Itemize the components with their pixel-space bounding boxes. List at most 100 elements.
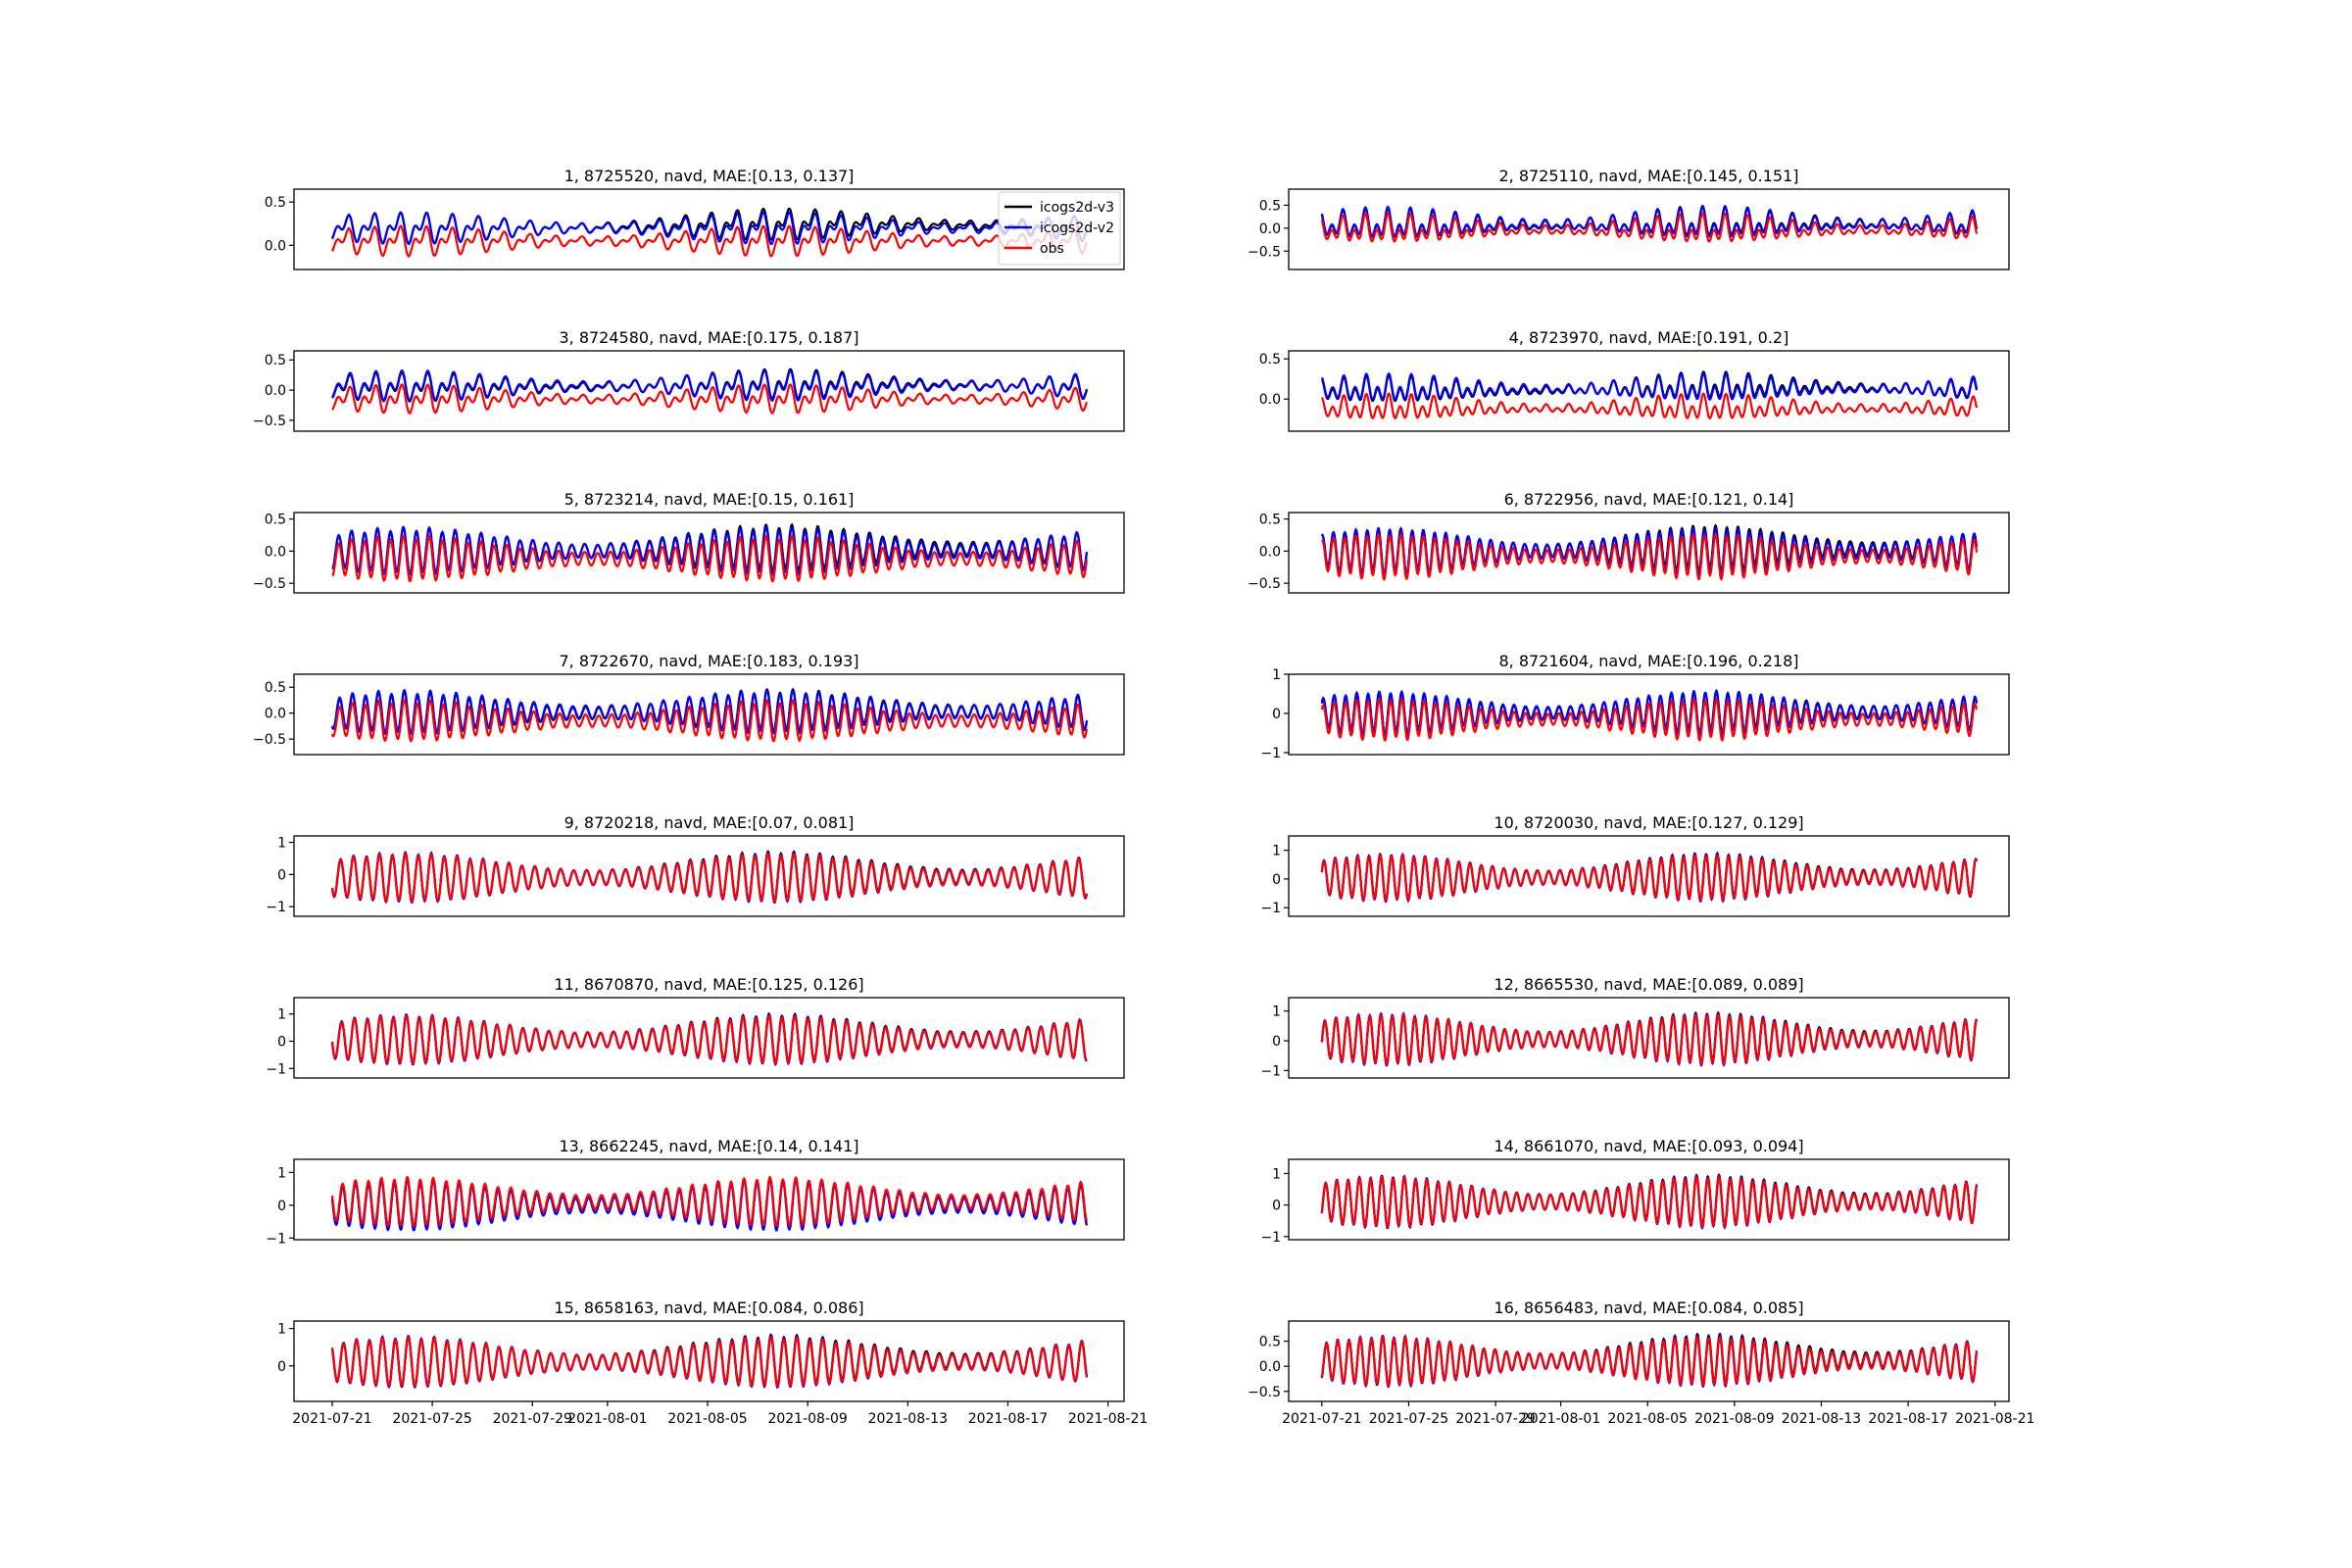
series-obs [331, 224, 1088, 258]
axes-frame [293, 350, 1125, 432]
x-tick-label: 2021-08-21 [1068, 1411, 1148, 1427]
y-tick-label: 0.0 [265, 707, 286, 722]
y-tick-label: 1 [277, 836, 286, 852]
series-obs [1320, 1012, 1978, 1066]
series-group [330, 207, 1088, 258]
y-tick-label: 0 [1272, 872, 1281, 888]
y-tick-label: 0.5 [1259, 352, 1281, 368]
y-tick-label: −0.5 [1248, 244, 1281, 260]
x-tick-label: 2021-07-21 [292, 1411, 371, 1427]
axes-frame [1288, 835, 2010, 917]
series-obs [330, 852, 1088, 904]
x-tick-label: 2021-08-05 [667, 1411, 747, 1427]
series-icogs2d-v2 [1320, 205, 1978, 238]
panel-title: 13, 8662245, navd, MAE:[0.14, 0.141] [559, 1137, 858, 1155]
y-tick-label: −0.5 [1248, 576, 1281, 592]
series-obs [330, 1175, 1088, 1228]
y-tick-label: 0.5 [1259, 513, 1281, 528]
series-group [1320, 1173, 1978, 1230]
y-tick-label: 0.5 [1259, 1335, 1281, 1350]
x-tick-label: 2021-07-21 [1282, 1411, 1361, 1427]
series-obs [331, 383, 1088, 415]
y-tick-label: −1 [266, 1231, 286, 1247]
y-tick-label: 0.5 [265, 195, 286, 211]
panel-2: 2, 8725110, navd, MAE:[0.145, 0.151] −0.5… [1248, 167, 2010, 270]
panels: 1, 8725520, navd, MAE:[0.13, 0.137] 0.0 0.… [253, 167, 2034, 1427]
panel-title: 12, 8665530, navd, MAE:[0.089, 0.089] [1494, 975, 1803, 994]
series-group [330, 1011, 1088, 1066]
series-group [1320, 689, 1978, 743]
y-tick-label: 1 [1272, 667, 1281, 683]
series-obs [331, 534, 1088, 583]
panel-8: 8, 8721604, navd, MAE:[0.196, 0.218] −1 0 1 [1260, 652, 2010, 761]
series-group [1320, 1010, 1978, 1067]
panel-9: 9, 8720218, navd, MAE:[0.07, 0.081] −1 0 1 [266, 813, 1125, 917]
panel-15: 15, 8658163, navd, MAE:[0.084, 0.086] 0 1 2… [277, 1298, 1148, 1427]
panel-title: 2, 8725110, navd, MAE:[0.145, 0.151] [1498, 167, 1798, 185]
y-tick-label: 0.0 [1259, 1359, 1281, 1375]
x-tick-label: 2021-08-17 [1868, 1411, 1947, 1427]
y-tick-label: −0.5 [253, 414, 286, 429]
axes-frame [1288, 1158, 2010, 1241]
series-group [331, 522, 1088, 583]
legend-label: icogs2d-v3 [1040, 200, 1114, 216]
series-obs [1320, 853, 1978, 903]
panel-title: 10, 8720030, navd, MAE:[0.127, 0.129] [1494, 813, 1803, 832]
series-group [330, 687, 1088, 743]
panel-12: 12, 8665530, navd, MAE:[0.089, 0.089] −1 0… [1260, 975, 2010, 1079]
y-tick-label: 0 [277, 1359, 286, 1375]
x-tick-label: 2021-08-09 [767, 1411, 847, 1427]
series-group [330, 1333, 1088, 1390]
x-tick-label: 2021-08-05 [1608, 1411, 1688, 1427]
x-tick-label: 2021-08-13 [1782, 1411, 1861, 1427]
y-tick-label: −1 [1260, 746, 1281, 761]
panel-11: 11, 8670870, navd, MAE:[0.125, 0.126] −1 0… [266, 975, 1125, 1079]
series-obs [1320, 392, 1978, 420]
panel-title: 4, 8723970, navd, MAE:[0.191, 0.2] [1509, 328, 1789, 347]
y-tick-label: 0.5 [265, 680, 286, 696]
panel-title: 1, 8725520, navd, MAE:[0.13, 0.137] [564, 167, 855, 185]
panel-3: 3, 8724580, navd, MAE:[0.175, 0.187] −0.5… [253, 328, 1125, 432]
y-tick-label: 0 [277, 1034, 286, 1050]
panel-7: 7, 8722670, navd, MAE:[0.183, 0.193] −0.5… [253, 652, 1125, 756]
axes-frame [1288, 512, 2010, 594]
panel-title: 5, 8723214, navd, MAE:[0.15, 0.161] [564, 490, 855, 509]
panel-13: 13, 8662245, navd, MAE:[0.14, 0.141] −1 0 1 [266, 1137, 1125, 1247]
legend-label: obs [1040, 241, 1064, 257]
series-obs [1320, 1335, 1978, 1388]
x-tick-label: 2021-07-25 [1369, 1411, 1448, 1427]
series-obs [330, 1013, 1088, 1065]
y-tick-label: 0 [1272, 1199, 1281, 1214]
y-tick-label: −0.5 [253, 732, 286, 748]
y-tick-label: −0.5 [253, 576, 286, 592]
series-group [331, 368, 1088, 415]
x-tick-label: 2021-07-29 [493, 1411, 572, 1427]
x-tick-label: 2021-07-25 [392, 1411, 471, 1427]
x-tick-label: 2021-07-29 [1455, 1411, 1535, 1427]
legend: icogs2d-v3 icogs2d-v2 obs [998, 191, 1121, 266]
y-tick-label: 0 [277, 867, 286, 883]
x-tick-label: 2021-08-21 [1955, 1411, 2034, 1427]
y-tick-label: −1 [266, 900, 286, 915]
series-icogs2d-v2 [330, 688, 1088, 735]
y-tick-label: 0.0 [265, 238, 286, 254]
axes-frame [293, 1158, 1125, 1241]
series-group [330, 850, 1088, 905]
axes-frame [1288, 1320, 2010, 1402]
x-tick-label: 2021-08-17 [968, 1411, 1048, 1427]
panel-4: 4, 8723970, navd, MAE:[0.191, 0.2] 0.0 0.5 [1259, 328, 2010, 432]
y-tick-label: 0.0 [265, 383, 286, 399]
y-tick-label: 0.0 [265, 544, 286, 560]
series-group [1320, 204, 1978, 243]
series-obs [1320, 212, 1978, 243]
axes-frame [1288, 997, 2010, 1079]
series-group [330, 1175, 1088, 1232]
y-tick-label: −1 [1260, 901, 1281, 916]
panel-1: 1, 8725520, navd, MAE:[0.13, 0.137] 0.0 0.… [265, 167, 1125, 270]
legend-label: icogs2d-v2 [1040, 220, 1114, 236]
series-obs [1320, 697, 1978, 743]
axes-frame [293, 673, 1125, 756]
series-obs [1320, 1175, 1978, 1229]
y-tick-label: 0.0 [1259, 392, 1281, 408]
